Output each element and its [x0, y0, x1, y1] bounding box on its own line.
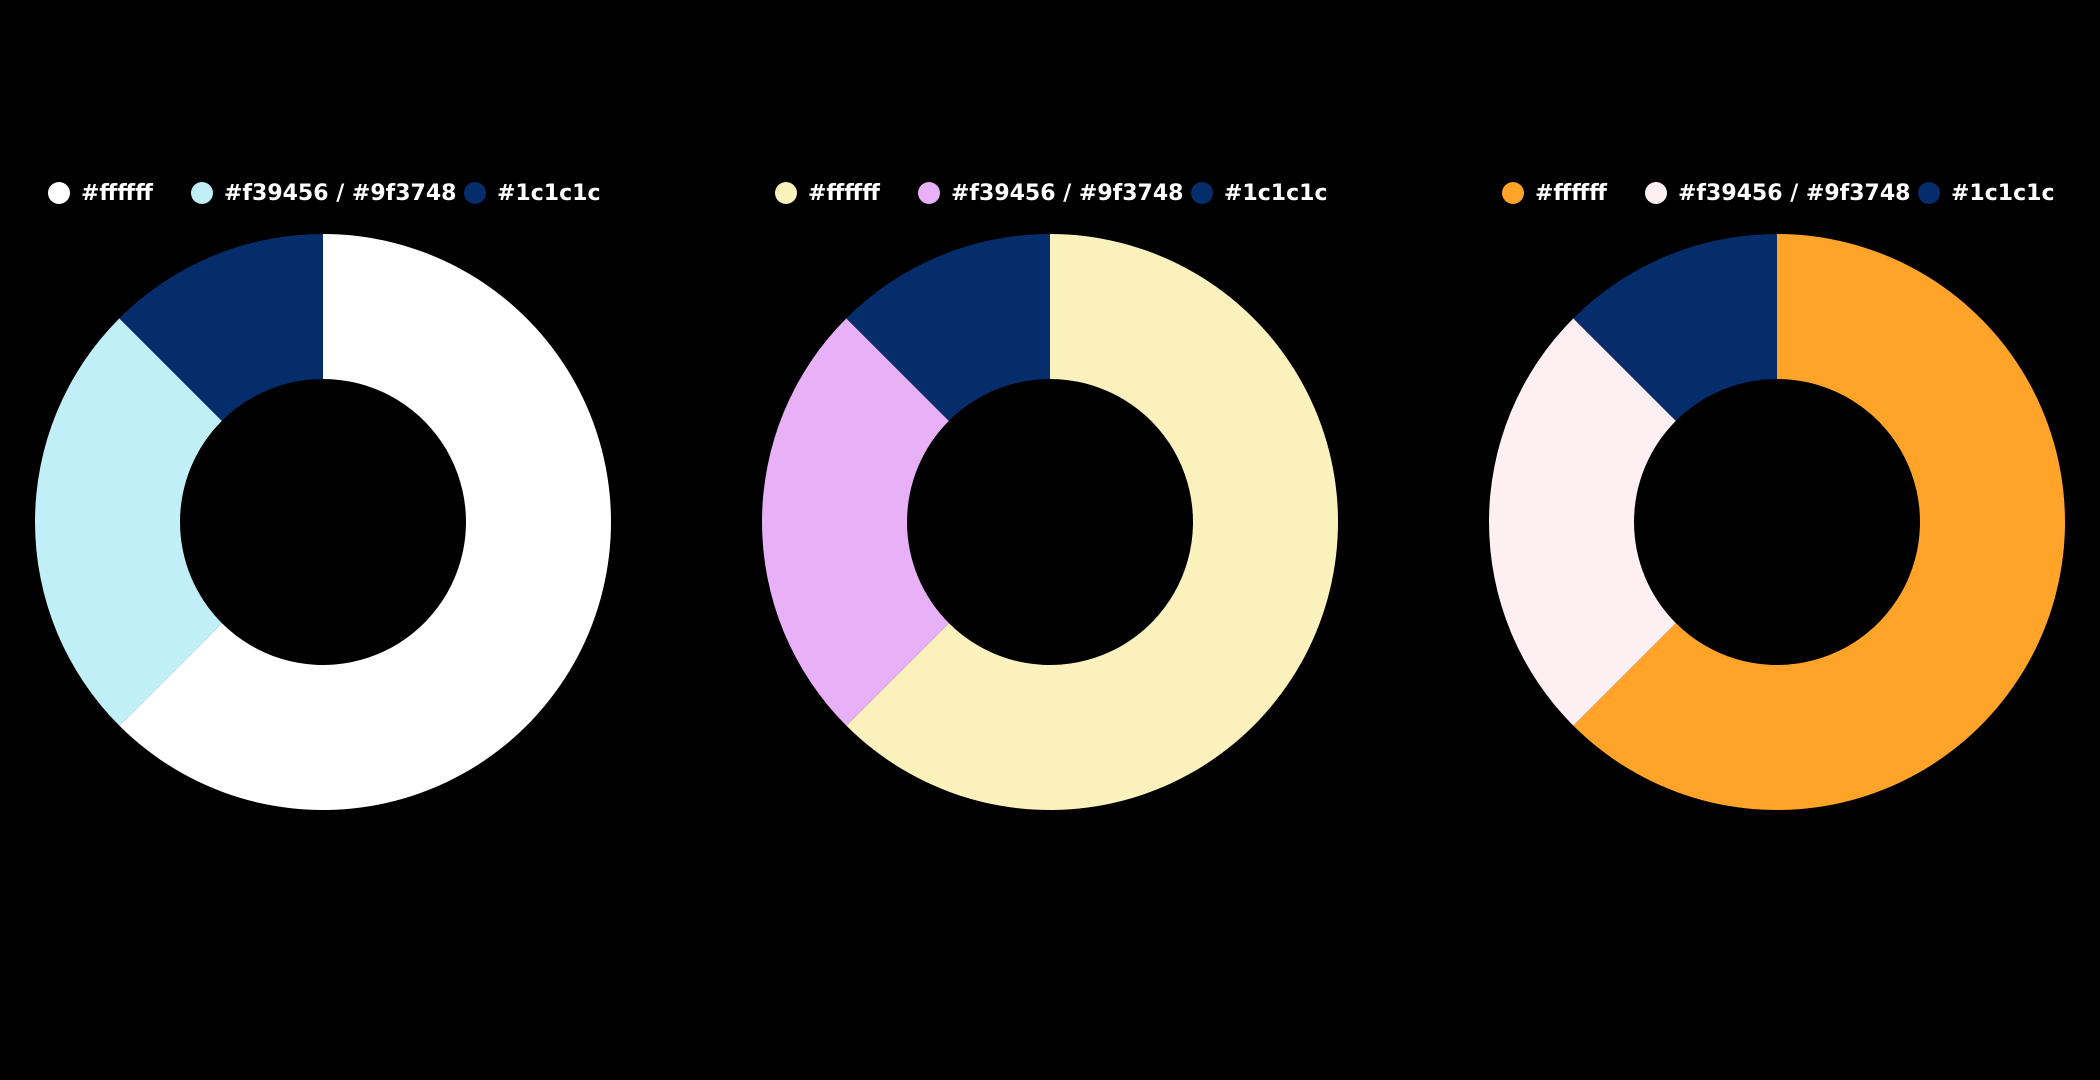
donut-slice [762, 318, 949, 726]
legend-label: #f39456 / #9f3748 [951, 181, 1183, 206]
legend-swatch [464, 182, 486, 204]
legend-label: #ffffff [81, 181, 154, 206]
donut-slice [119, 234, 611, 810]
legend-swatch [1502, 182, 1524, 204]
donut-slice [846, 234, 1339, 810]
legend-label: #f39456 / #9f3748 [224, 181, 456, 206]
donut-slice [119, 234, 324, 421]
donut-slice [846, 234, 1050, 421]
donut-slice [1573, 234, 1777, 421]
legend-swatch [1645, 182, 1667, 204]
donut-chart: #ffffff #f39456 / #9f3748 #1c1c1c [34, 181, 611, 810]
donut-chart: #ffffff #f39456 / #9f3748 #1c1c1c [1488, 181, 2065, 810]
legend-label: #1c1c1c [497, 181, 600, 206]
legend-label: #f39456 / #9f3748 [1678, 181, 1910, 206]
donut-slice [1488, 318, 1676, 726]
donut-slice [34, 318, 222, 726]
legend-label: #ffffff [808, 181, 881, 206]
legend-label: #ffffff [1535, 181, 1608, 206]
legend-swatch [918, 182, 940, 204]
legend: #ffffff #f39456 / #9f3748 #1c1c1c [48, 181, 600, 206]
legend-swatch [775, 182, 797, 204]
legend-swatch [48, 182, 70, 204]
donut-slice [1573, 234, 2065, 810]
legend-label: #1c1c1c [1224, 181, 1327, 206]
legend-swatch [1918, 182, 1940, 204]
legend-swatch [1191, 182, 1213, 204]
legend-label: #1c1c1c [1951, 181, 2054, 206]
legend-swatch [191, 182, 213, 204]
legend: #ffffff #f39456 / #9f3748 #1c1c1c [775, 181, 1327, 206]
donut-chart: #ffffff #f39456 / #9f3748 #1c1c1c [762, 181, 1339, 810]
legend: #ffffff #f39456 / #9f3748 #1c1c1c [1502, 181, 2054, 206]
